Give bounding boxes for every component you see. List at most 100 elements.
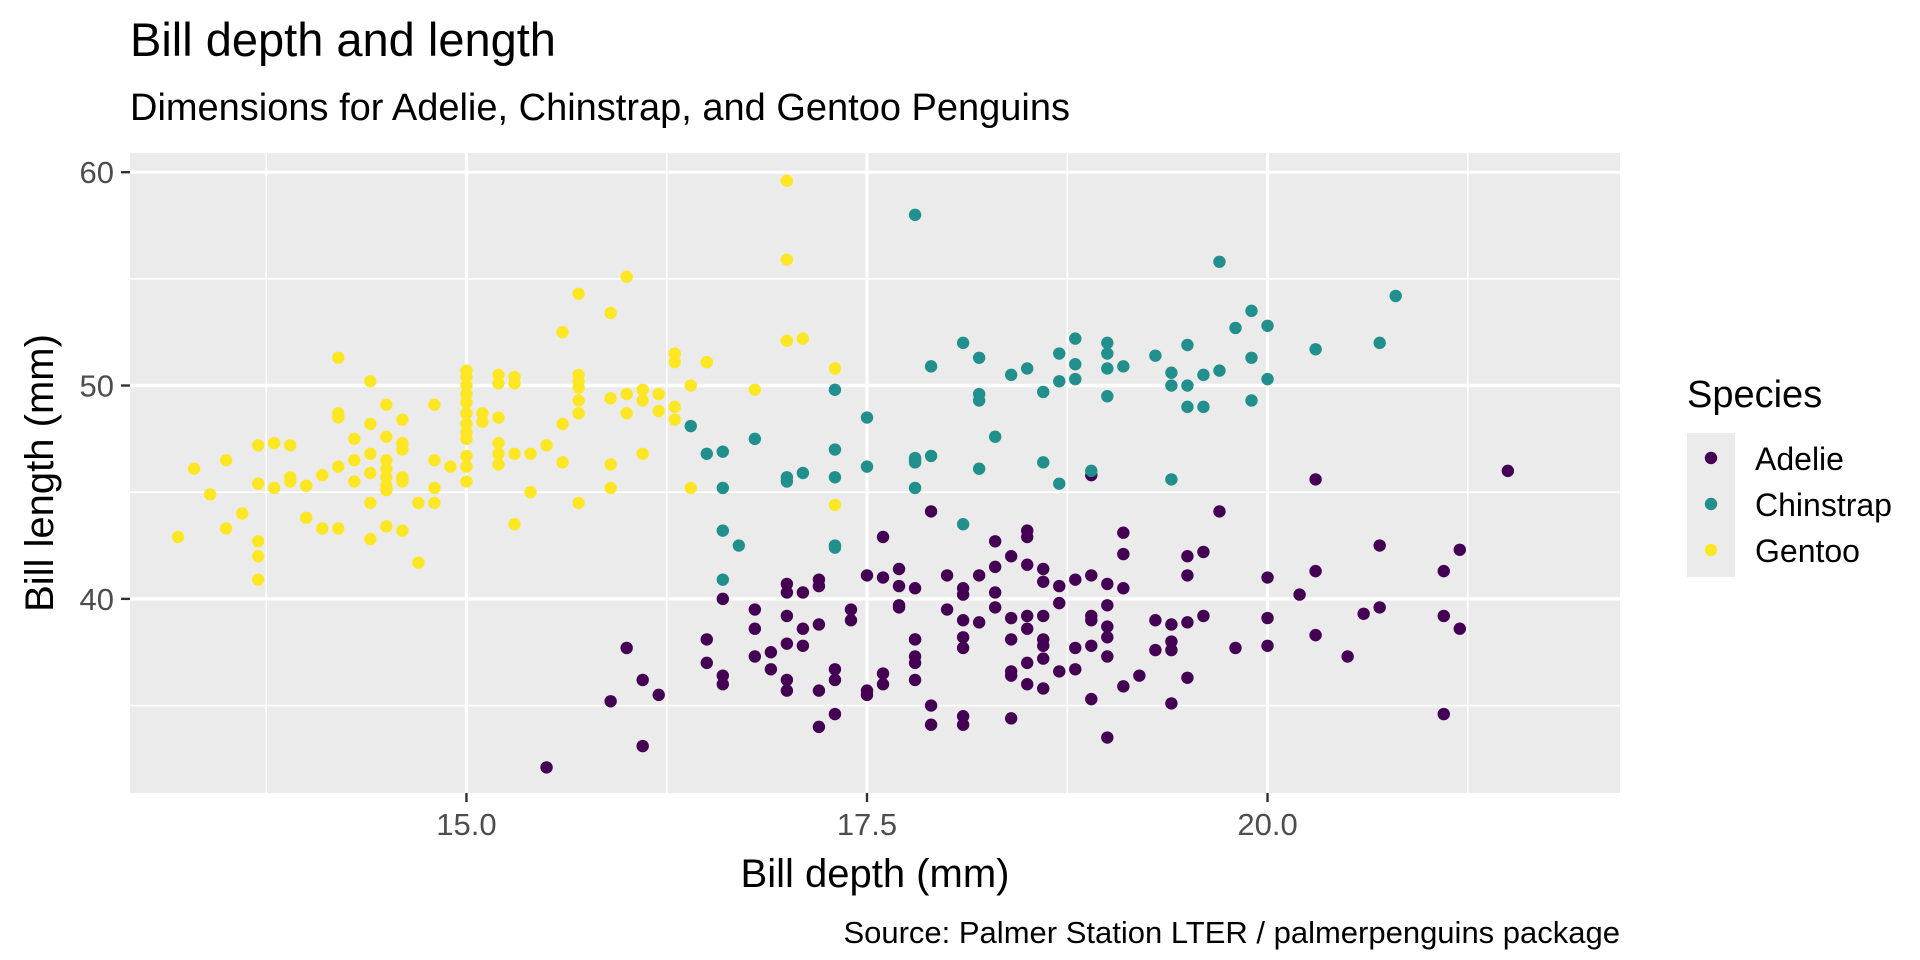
- data-point-adelie: [1021, 656, 1034, 670]
- data-point-adelie: [1085, 609, 1098, 623]
- data-point-chinstrap: [924, 360, 938, 373]
- data-point-gentoo: [492, 447, 505, 460]
- data-point-adelie: [1069, 641, 1082, 655]
- data-point-adelie: [1101, 631, 1114, 644]
- data-point-adelie: [1101, 650, 1114, 663]
- data-point-adelie: [620, 641, 633, 655]
- data-point-gentoo: [267, 436, 281, 450]
- data-point-gentoo: [828, 498, 842, 512]
- data-point-chinstrap: [1053, 477, 1066, 490]
- data-point-adelie: [700, 633, 713, 646]
- data-point-adelie: [1101, 577, 1114, 591]
- data-point-adelie: [1149, 614, 1162, 627]
- data-point-chinstrap: [1245, 304, 1258, 318]
- data-point-gentoo: [492, 368, 505, 382]
- data-point-gentoo: [460, 417, 473, 431]
- data-point-chinstrap: [1037, 456, 1050, 469]
- data-point-adelie: [1085, 569, 1098, 582]
- y-axis-label: Bill length (mm): [18, 334, 62, 612]
- data-point-gentoo: [412, 556, 425, 569]
- data-point-adelie: [1053, 665, 1066, 678]
- data-point-chinstrap: [924, 449, 938, 463]
- data-point-adelie: [764, 646, 778, 659]
- data-point-adelie: [1053, 579, 1066, 593]
- data-point-gentoo: [780, 174, 794, 187]
- data-point-gentoo: [460, 407, 473, 420]
- data-point-gentoo: [316, 522, 329, 535]
- data-point-adelie: [844, 603, 858, 616]
- data-point-gentoo: [428, 454, 441, 467]
- legend-key-gentoo: [1704, 543, 1718, 557]
- data-point-gentoo: [604, 481, 617, 495]
- data-point-gentoo: [396, 475, 409, 488]
- data-point-adelie: [796, 639, 810, 652]
- data-point-adelie: [988, 601, 1002, 614]
- data-point-adelie: [812, 684, 826, 697]
- data-point-adelie: [1165, 618, 1178, 631]
- data-point-gentoo: [251, 573, 265, 586]
- legend-title: Species: [1687, 374, 1822, 416]
- data-point-adelie: [1357, 607, 1370, 620]
- chart-title: Bill depth and length: [130, 13, 556, 66]
- data-point-gentoo: [524, 447, 537, 460]
- data-point-adelie: [1261, 571, 1274, 584]
- data-point-chinstrap: [732, 539, 746, 552]
- data-point-gentoo: [668, 413, 681, 426]
- data-point-adelie: [1037, 652, 1050, 665]
- data-point-adelie: [876, 530, 890, 544]
- data-point-adelie: [812, 573, 826, 586]
- data-point-adelie: [764, 663, 778, 676]
- data-point-adelie: [828, 707, 842, 721]
- data-point-adelie: [828, 663, 842, 676]
- data-point-gentoo: [572, 287, 585, 300]
- data-point-chinstrap: [972, 351, 986, 364]
- data-point-adelie: [1181, 550, 1194, 563]
- data-point-gentoo: [460, 475, 473, 488]
- data-point-adelie: [1197, 609, 1210, 623]
- data-point-chinstrap: [1021, 362, 1034, 375]
- data-point-gentoo: [332, 411, 345, 424]
- data-point-adelie: [1021, 609, 1034, 623]
- data-point-chinstrap: [828, 443, 842, 456]
- data-point-gentoo: [492, 411, 505, 424]
- data-point-adelie: [1004, 550, 1018, 563]
- data-point-gentoo: [508, 447, 521, 460]
- data-point-adelie: [1165, 635, 1178, 648]
- data-point-gentoo: [620, 407, 633, 420]
- data-point-chinstrap: [1053, 375, 1066, 388]
- data-point-adelie: [716, 669, 729, 682]
- data-point-gentoo: [364, 375, 377, 388]
- data-point-gentoo: [780, 253, 794, 266]
- data-point-gentoo: [332, 351, 345, 364]
- data-point-chinstrap: [1117, 360, 1130, 373]
- data-point-chinstrap: [1181, 400, 1194, 414]
- legend-label-adelie: Adelie: [1755, 441, 1844, 477]
- data-point-gentoo: [668, 355, 681, 369]
- data-point-gentoo: [460, 460, 473, 473]
- data-point-adelie: [1117, 526, 1130, 539]
- data-point-adelie: [796, 586, 810, 599]
- data-point-adelie: [908, 673, 922, 687]
- data-point-adelie: [1229, 641, 1242, 655]
- data-point-gentoo: [796, 332, 810, 345]
- data-point-chinstrap: [1309, 343, 1322, 356]
- data-point-chinstrap: [1229, 321, 1242, 335]
- data-point-adelie: [908, 582, 922, 595]
- data-point-adelie: [1004, 611, 1018, 625]
- data-point-gentoo: [556, 417, 569, 431]
- data-point-chinstrap: [1245, 394, 1258, 407]
- data-point-adelie: [1117, 680, 1130, 693]
- data-point-adelie: [908, 633, 922, 646]
- data-point-gentoo: [380, 520, 393, 533]
- data-point-adelie: [956, 614, 970, 627]
- data-point-chinstrap: [1165, 379, 1178, 392]
- legend-items: Adelie Chinstrap Gentoo: [1687, 433, 1892, 577]
- data-point-adelie: [1261, 611, 1274, 625]
- data-point-gentoo: [636, 383, 649, 396]
- data-point-gentoo: [572, 496, 585, 510]
- data-point-gentoo: [171, 530, 185, 544]
- data-point-adelie: [1037, 682, 1050, 695]
- data-point-adelie: [956, 641, 970, 655]
- data-point-gentoo: [284, 471, 297, 484]
